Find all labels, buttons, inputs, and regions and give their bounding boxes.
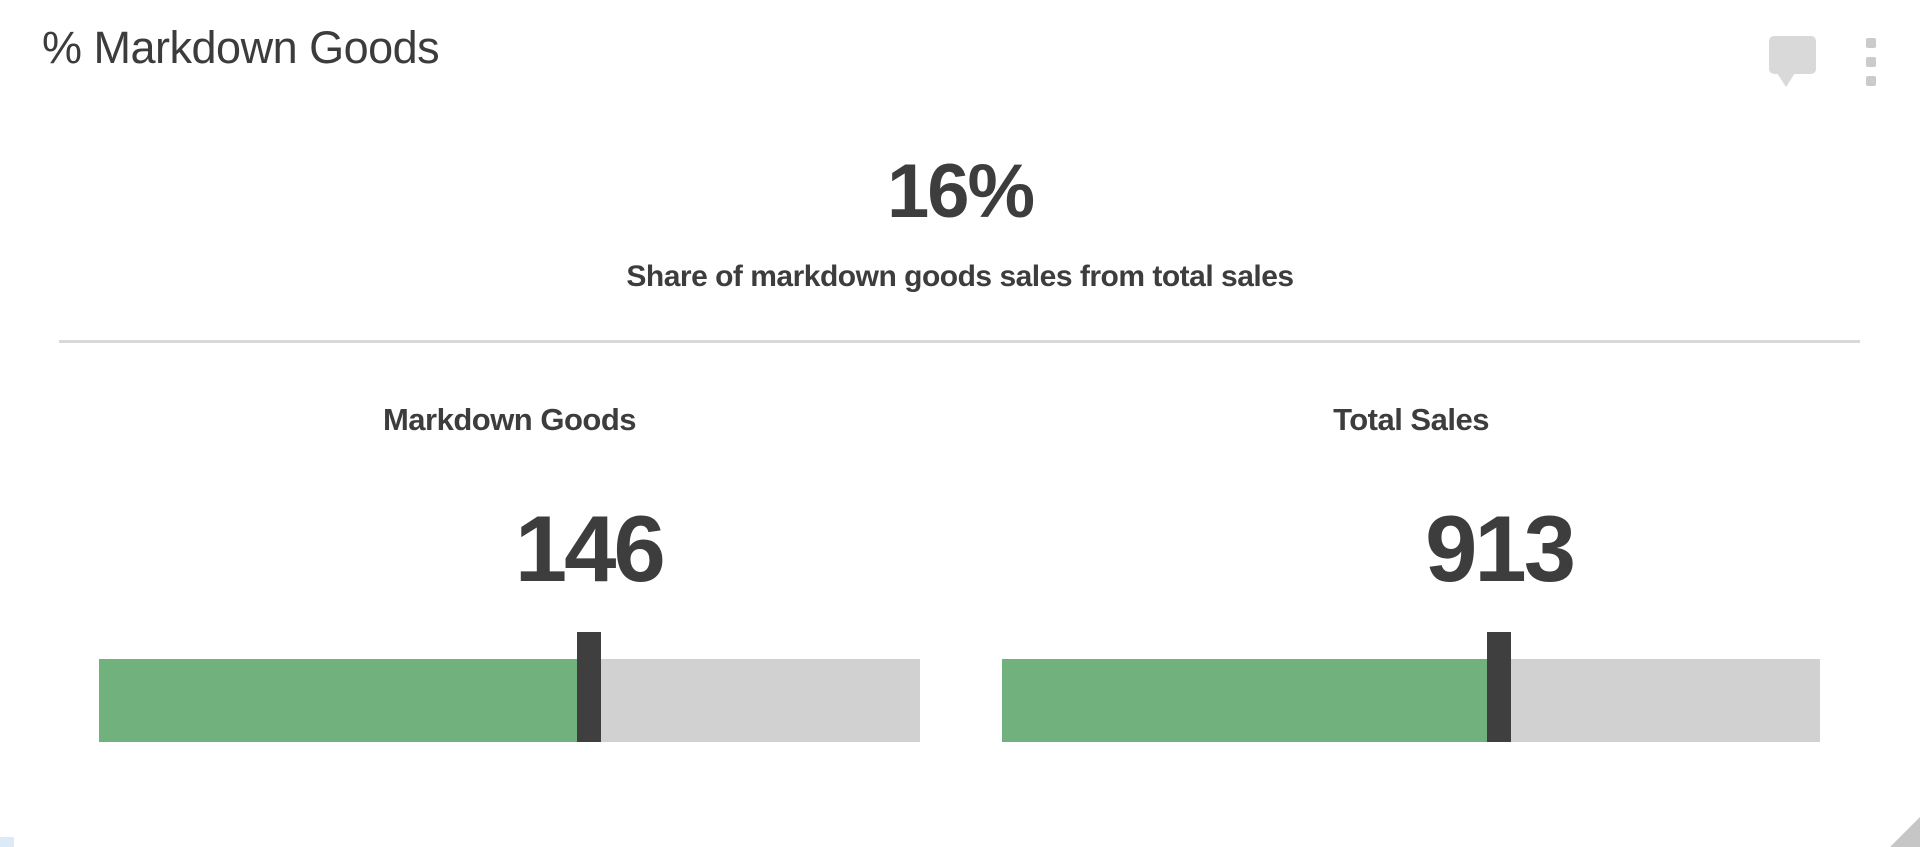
metric-value: 146 bbox=[514, 496, 666, 601]
metric-value: 913 bbox=[1425, 496, 1576, 601]
kebab-menu-icon[interactable] bbox=[1862, 36, 1880, 88]
card-title: % Markdown Goods bbox=[42, 22, 440, 73]
kebab-dot bbox=[1866, 57, 1876, 67]
bullet-marker bbox=[576, 632, 601, 742]
kebab-dot bbox=[1866, 76, 1876, 86]
metric-label: Markdown Goods bbox=[382, 402, 637, 437]
metric-label: Total Sales bbox=[1333, 402, 1489, 437]
bullet-fill bbox=[1002, 659, 1488, 742]
bullet-chart bbox=[1002, 632, 1820, 742]
kpi-subtitle: Share of markdown goods sales from total… bbox=[626, 260, 1294, 293]
bullet-marker bbox=[1487, 632, 1512, 742]
divider bbox=[59, 340, 1860, 343]
kebab-dot bbox=[1866, 38, 1876, 48]
bullet-chart bbox=[99, 632, 920, 742]
comment-icon[interactable] bbox=[1769, 36, 1816, 87]
kpi-value: 16% bbox=[886, 149, 1035, 234]
adjacent-widget-corner bbox=[0, 837, 14, 847]
metric-total-sales: Total Sales 913 bbox=[1002, 402, 1820, 742]
bullet-fill bbox=[99, 659, 577, 742]
card-header-actions bbox=[1769, 36, 1880, 88]
resize-handle-icon[interactable] bbox=[1890, 817, 1920, 847]
metric-markdown-goods: Markdown Goods 146 bbox=[99, 402, 920, 742]
